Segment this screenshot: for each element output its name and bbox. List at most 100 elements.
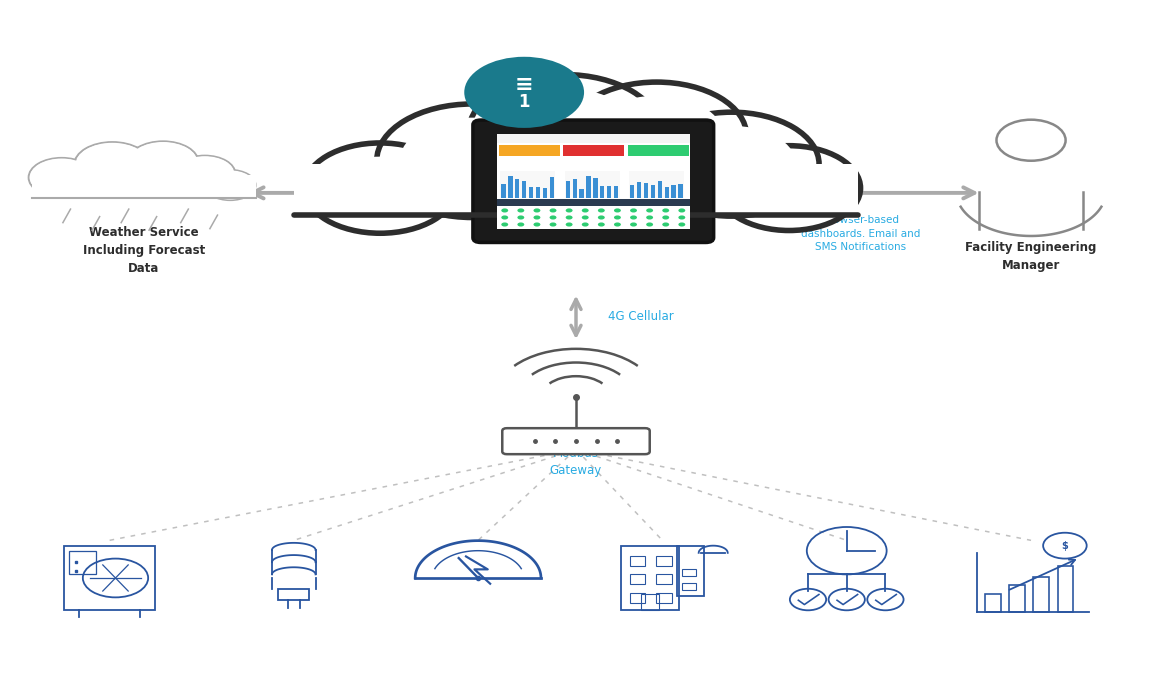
Circle shape (566, 209, 573, 213)
Text: Weather Service
Including Forecast
Data: Weather Service Including Forecast Data (83, 226, 205, 275)
Bar (508, 176, 513, 198)
Bar (629, 172, 684, 198)
Circle shape (582, 215, 589, 220)
Circle shape (469, 75, 660, 188)
Bar (641, 594, 659, 610)
Circle shape (304, 143, 456, 233)
Bar (543, 188, 547, 198)
Circle shape (630, 222, 637, 226)
Circle shape (175, 156, 234, 192)
Circle shape (517, 209, 524, 213)
Bar (69, 551, 96, 574)
Bar (651, 185, 655, 198)
Circle shape (550, 222, 556, 226)
Circle shape (741, 159, 838, 217)
Circle shape (662, 209, 669, 213)
Circle shape (205, 170, 255, 200)
Circle shape (582, 222, 589, 226)
Bar (497, 134, 690, 144)
Circle shape (598, 215, 605, 220)
Bar (600, 186, 605, 198)
Bar (658, 181, 662, 198)
Bar (677, 546, 704, 596)
Bar (657, 555, 672, 566)
Bar (563, 145, 624, 156)
Bar (682, 583, 696, 590)
Circle shape (614, 209, 621, 213)
Bar (630, 185, 635, 198)
Circle shape (533, 222, 540, 226)
Circle shape (550, 215, 556, 220)
Circle shape (590, 96, 723, 175)
Bar (529, 187, 533, 198)
Bar (550, 177, 554, 198)
Bar (593, 178, 598, 198)
Text: ≡: ≡ (515, 75, 533, 96)
Bar (630, 593, 645, 603)
Text: Modbus
Gateway: Modbus Gateway (550, 447, 602, 477)
Circle shape (614, 215, 621, 220)
Bar (579, 189, 584, 198)
Bar (607, 187, 612, 198)
Circle shape (29, 158, 94, 197)
Text: Facility Engineering
Manager: Facility Engineering Manager (965, 241, 1097, 272)
Circle shape (566, 222, 573, 226)
Circle shape (550, 209, 556, 213)
Circle shape (667, 126, 796, 202)
Bar (614, 187, 619, 198)
Text: Browser-based
dashboards. Email and
SMS Notifications: Browser-based dashboards. Email and SMS … (801, 215, 920, 252)
Bar (564, 172, 620, 198)
Circle shape (533, 209, 540, 213)
Bar (294, 157, 858, 219)
Bar (32, 175, 256, 198)
Text: $: $ (1061, 541, 1068, 551)
Circle shape (128, 142, 198, 183)
Bar (65, 546, 154, 610)
FancyBboxPatch shape (502, 428, 650, 454)
Bar (644, 183, 649, 198)
Circle shape (327, 157, 433, 220)
Circle shape (129, 142, 197, 183)
Circle shape (646, 209, 653, 213)
Bar (500, 172, 555, 198)
Circle shape (644, 112, 819, 216)
Circle shape (517, 215, 524, 220)
Circle shape (464, 57, 584, 128)
Circle shape (501, 209, 508, 213)
Circle shape (582, 209, 589, 213)
Circle shape (517, 222, 524, 226)
Bar (500, 157, 560, 170)
FancyBboxPatch shape (472, 120, 713, 243)
Bar (630, 575, 645, 584)
Circle shape (75, 143, 150, 187)
Circle shape (646, 222, 653, 226)
Bar (630, 555, 645, 566)
Circle shape (646, 215, 653, 220)
Bar (628, 145, 689, 156)
Bar (278, 589, 310, 599)
Circle shape (30, 159, 93, 196)
Circle shape (174, 156, 235, 192)
Bar (501, 184, 506, 198)
Circle shape (74, 142, 150, 187)
Circle shape (598, 222, 605, 226)
Bar (515, 179, 520, 198)
Bar (665, 187, 669, 198)
Bar (499, 145, 560, 156)
Bar (629, 157, 689, 170)
Circle shape (662, 222, 669, 226)
Bar (985, 594, 1001, 612)
Circle shape (630, 209, 637, 213)
Circle shape (501, 215, 508, 220)
Circle shape (679, 209, 685, 213)
Bar (657, 593, 672, 603)
Bar (497, 198, 690, 206)
Circle shape (205, 170, 256, 200)
Bar (564, 157, 624, 170)
Bar (586, 176, 591, 198)
Bar (637, 182, 642, 198)
Circle shape (662, 215, 669, 220)
Bar (1058, 566, 1074, 612)
Bar (657, 575, 672, 584)
Circle shape (533, 215, 540, 220)
